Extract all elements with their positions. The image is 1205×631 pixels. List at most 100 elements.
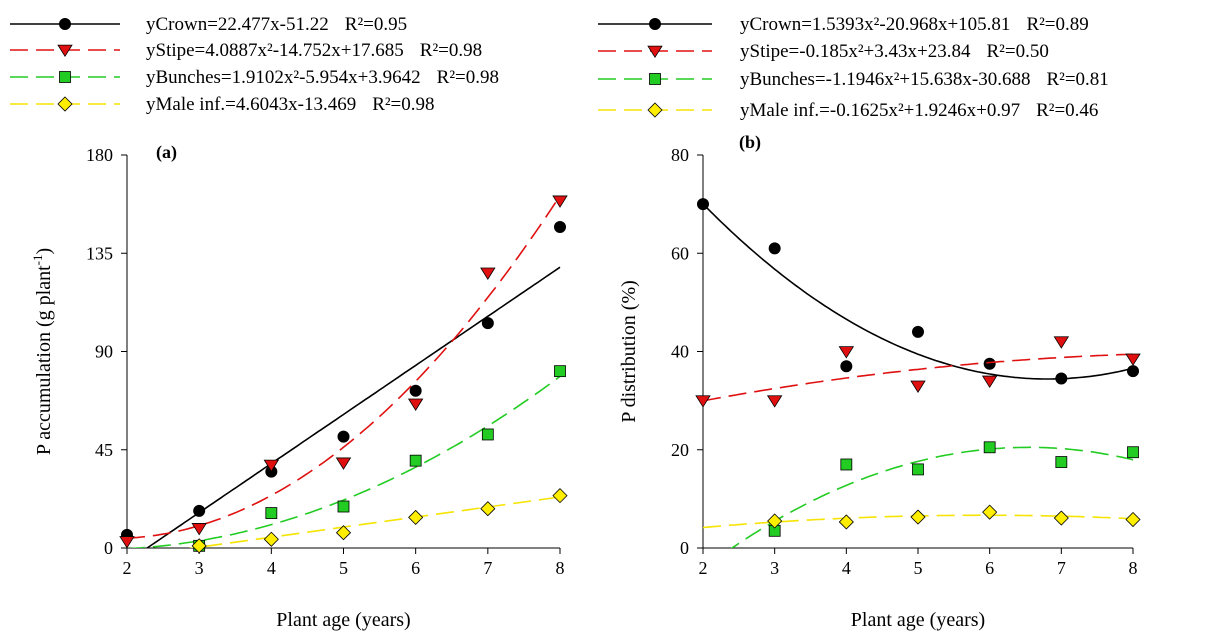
x-tick-label: 6 bbox=[411, 558, 420, 578]
legend-equation: yBunches=1.9102x²-5.954x+3.9642 bbox=[146, 67, 421, 88]
data-point bbox=[1128, 447, 1139, 458]
data-point bbox=[481, 268, 495, 279]
x-tick-label: 4 bbox=[267, 558, 276, 578]
legend-entry: yStipe=4.0887x²-14.752x+17.685 R²=0.98 bbox=[10, 40, 482, 61]
x-tick-label: 6 bbox=[985, 558, 994, 578]
data-point bbox=[839, 515, 853, 529]
legend-text: yBunches=1.9102x²-5.954x+3.9642 R²=0.98 bbox=[146, 67, 499, 88]
data-point bbox=[410, 455, 421, 466]
x-tick-label: 7 bbox=[483, 558, 492, 578]
data-point bbox=[555, 366, 566, 377]
data-point bbox=[913, 464, 924, 475]
data-point bbox=[913, 326, 924, 337]
legend-text: yStipe=-0.185x²+3.43x+23.84 R²=0.50 bbox=[740, 41, 1049, 62]
legend-equation: yStipe=4.0887x²-14.752x+17.685 bbox=[146, 40, 404, 61]
data-point bbox=[984, 358, 995, 369]
panel-label: (a) bbox=[156, 142, 177, 163]
legend-equation: yMale inf.=-0.1625x²+1.9246x+0.97 bbox=[740, 100, 1020, 121]
legend-r2: R²=0.50 bbox=[986, 41, 1048, 62]
data-point bbox=[983, 376, 997, 387]
y-tick-label: 60 bbox=[671, 243, 689, 263]
legend-text: yBunches=-1.1946x²+15.638x-30.688 R²=0.81 bbox=[740, 69, 1109, 90]
x-tick-label: 8 bbox=[1129, 558, 1138, 578]
y-tick-label: 80 bbox=[671, 145, 689, 165]
data-point bbox=[192, 523, 206, 534]
legend-entry: yBunches=-1.1946x²+15.638x-30.688 R²=0.81 bbox=[598, 69, 1109, 90]
legend-text: yStipe=4.0887x²-14.752x+17.685 R²=0.98 bbox=[146, 40, 482, 61]
legend-marker bbox=[58, 97, 72, 111]
data-point bbox=[338, 431, 349, 442]
data-point bbox=[1054, 511, 1068, 525]
legend-entry: yBunches=1.9102x²-5.954x+3.9642 R²=0.98 bbox=[10, 67, 499, 88]
legend-r2: R²=0.95 bbox=[345, 14, 407, 35]
data-point bbox=[1128, 366, 1139, 377]
x-tick-label: 5 bbox=[914, 558, 923, 578]
data-point bbox=[338, 501, 349, 512]
legend-marker bbox=[650, 19, 661, 30]
data-point bbox=[264, 532, 278, 546]
y-tick-label: 20 bbox=[671, 440, 689, 460]
legend-text: yMale inf.=-0.1625x²+1.9246x+0.97 R²=0.46 bbox=[740, 100, 1098, 121]
legend-marker bbox=[60, 72, 71, 83]
data-point bbox=[266, 508, 277, 519]
data-point bbox=[482, 318, 493, 329]
legend-entry: yCrown=22.477x-51.22 R²=0.95 bbox=[10, 14, 407, 35]
legend-marker bbox=[60, 19, 71, 30]
series-stipe bbox=[696, 337, 1140, 407]
fit-curve bbox=[703, 204, 1133, 379]
data-point bbox=[120, 537, 134, 548]
x-tick-label: 2 bbox=[123, 558, 132, 578]
x-tick-label: 3 bbox=[195, 558, 204, 578]
data-point bbox=[553, 489, 567, 503]
data-point bbox=[911, 381, 925, 392]
data-point bbox=[194, 505, 205, 516]
data-point bbox=[841, 361, 852, 372]
data-point bbox=[769, 243, 780, 254]
data-point bbox=[482, 429, 493, 440]
data-point bbox=[337, 458, 351, 469]
panel-label: (b) bbox=[739, 132, 761, 153]
y-axis-label-superscript: -1 bbox=[30, 255, 45, 266]
legend-equation: yMale inf.=4.6043x-13.469 bbox=[146, 94, 356, 115]
legend-entry: yStipe=-0.185x²+3.43x+23.84 R²=0.50 bbox=[598, 41, 1049, 62]
legend-r2: R²=0.81 bbox=[1046, 69, 1108, 90]
y-axis-label: P distribution (%) bbox=[618, 280, 640, 423]
data-point bbox=[1056, 373, 1067, 384]
x-tick-label: 7 bbox=[1057, 558, 1066, 578]
legend-text: yCrown=22.477x-51.22 R²=0.95 bbox=[146, 14, 407, 35]
y-tick-label: 0 bbox=[680, 538, 689, 558]
legend-r2: R²=0.46 bbox=[1036, 100, 1098, 121]
series-stipe bbox=[120, 196, 567, 548]
legend-r2: R²=0.98 bbox=[372, 94, 434, 115]
legend-entry: yMale inf.=4.6043x-13.469 R²=0.98 bbox=[10, 94, 435, 115]
data-point bbox=[1054, 337, 1068, 348]
legend-text: yMale inf.=4.6043x-13.469 R²=0.98 bbox=[146, 94, 435, 115]
legend-r2: R²=0.89 bbox=[1026, 14, 1088, 35]
x-tick-label: 8 bbox=[556, 558, 565, 578]
data-point bbox=[409, 510, 423, 524]
legend-r2: R²=0.98 bbox=[420, 40, 482, 61]
x-axis-label: Plant age (years) bbox=[276, 609, 410, 631]
legend-entry: yCrown=1.5393x²-20.968x+105.81 R²=0.89 bbox=[598, 14, 1089, 35]
x-tick-label: 2 bbox=[699, 558, 708, 578]
legend-r2: R²=0.98 bbox=[437, 67, 499, 88]
series-male-inf bbox=[127, 489, 567, 558]
y-tick-label: 0 bbox=[104, 538, 113, 558]
y-axis-label-main: P accumulation (g plant bbox=[33, 265, 55, 455]
legend-marker bbox=[650, 74, 661, 85]
data-point bbox=[696, 396, 710, 407]
y-tick-label: 40 bbox=[671, 342, 689, 362]
data-point bbox=[553, 196, 567, 207]
legend-equation: yCrown=22.477x-51.22 bbox=[146, 14, 329, 35]
data-point bbox=[768, 396, 782, 407]
fit-curve bbox=[703, 354, 1133, 401]
y-axis-label-end: ) bbox=[33, 248, 55, 255]
legend-entry: yMale inf.=-0.1625x²+1.9246x+0.97 R²=0.46 bbox=[598, 100, 1098, 121]
y-tick-label: 180 bbox=[86, 145, 113, 165]
x-tick-label: 4 bbox=[842, 558, 851, 578]
legend-equation: yStipe=-0.185x²+3.43x+23.84 bbox=[740, 41, 971, 62]
data-point bbox=[409, 399, 423, 410]
data-point bbox=[1126, 513, 1140, 527]
